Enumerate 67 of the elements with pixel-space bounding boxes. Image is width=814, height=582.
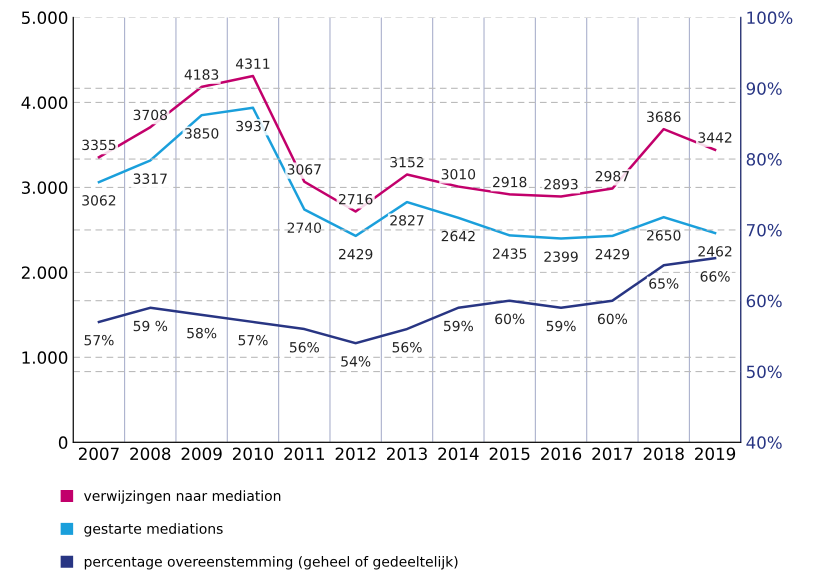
y2-tick-label: 100% (747, 11, 792, 24)
y-tick-label: 2.000 (22, 266, 68, 279)
data-label: 58% (187, 328, 216, 338)
y2-tick-label: 50% (746, 365, 782, 378)
data-label: 59 % (134, 320, 168, 332)
data-label: 56% (392, 342, 422, 352)
x-tick-label: 2014 (438, 447, 479, 460)
data-label: 57% (238, 334, 268, 346)
data-label: 3355 (82, 140, 116, 150)
data-label: 2462 (698, 246, 732, 257)
x-tick-label: 2009 (182, 447, 222, 460)
y-tick-label: 1.000 (22, 351, 68, 364)
data-label: 3317 (134, 173, 167, 184)
data-label: 3686 (647, 112, 681, 122)
data-label: 3850 (185, 128, 218, 139)
data-label: 3062 (82, 195, 116, 206)
data-label: 2435 (493, 248, 526, 259)
legend-label: percentage overeenstemming (geheel of gedeeltelijk) (84, 556, 458, 570)
data-label: 2827 (390, 215, 424, 226)
data-label: 66% (700, 271, 730, 282)
x-tick-label: 2017 (592, 447, 632, 460)
data-label: 3067 (288, 164, 321, 175)
y-tick-label: 0 (58, 436, 68, 449)
data-label: 60% (495, 314, 524, 324)
y2-tick-label: 40% (746, 436, 782, 449)
data-label: 2429 (339, 248, 372, 260)
data-label: 3010 (442, 168, 476, 180)
data-label: 2650 (647, 230, 680, 241)
x-tick-label: 2012 (336, 447, 376, 460)
data-label: 2429 (596, 248, 630, 260)
data-label: 2642 (442, 230, 475, 242)
x-tick-label: 2013 (387, 447, 427, 460)
y2-tick-label: 80% (746, 153, 782, 166)
data-label: 60% (598, 314, 628, 324)
data-label: 4183 (184, 69, 218, 80)
x-tick-label: 2011 (284, 447, 324, 460)
y-tick-label: 5.000 (22, 11, 68, 24)
x-tick-label: 2008 (130, 447, 170, 460)
data-label: 2987 (596, 170, 629, 182)
x-tick-label: 2019 (695, 447, 736, 460)
data-label: 2716 (339, 194, 372, 204)
data-label: 3442 (698, 132, 732, 143)
x-tick-label: 2010 (232, 447, 274, 460)
y2-tick-label: 60% (746, 294, 782, 308)
x-tick-label: 2007 (78, 447, 119, 460)
data-label: 57% (84, 334, 114, 346)
y2-tick-label: 90% (746, 82, 782, 95)
data-label: 2918 (493, 176, 526, 188)
legend-label: verwijzingen naar mediation (84, 490, 280, 504)
data-label: 4311 (236, 58, 270, 69)
data-label: 3937 (236, 120, 270, 132)
x-tick-label: 2016 (541, 447, 582, 460)
data-label: 3152 (390, 156, 424, 168)
data-label: 2399 (544, 251, 578, 262)
data-label: 59% (546, 320, 576, 332)
data-label: 2893 (544, 178, 578, 190)
legend-label: gestarte mediations (84, 523, 223, 537)
y-tick-label: 3.000 (22, 181, 68, 194)
x-tick-label: 2018 (644, 447, 684, 460)
data-label: 54% (341, 356, 370, 367)
y2-tick-label: 70% (746, 224, 782, 236)
data-label: 56% (290, 342, 319, 352)
y-tick-label: 4.000 (22, 96, 68, 109)
x-tick-label: 2015 (490, 447, 530, 460)
data-label: 59% (444, 320, 474, 332)
data-label: 65% (649, 278, 678, 289)
data-label: 3708 (134, 110, 167, 120)
